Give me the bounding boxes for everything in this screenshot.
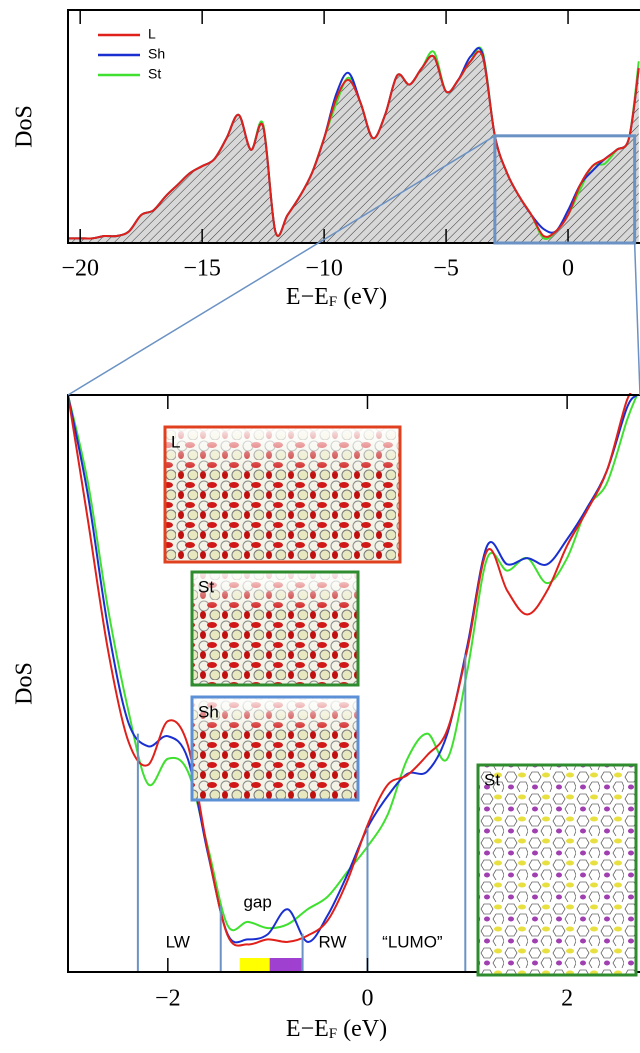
gap-band [239, 958, 270, 972]
inset-label: St [484, 770, 500, 789]
x-axis-label-part: E−E [286, 284, 329, 310]
annotation: gap [243, 892, 271, 911]
y-axis-label: DoS [12, 105, 38, 148]
series-line [68, 50, 640, 240]
x-tick-label: −15 [183, 256, 221, 282]
zoom-connector [633, 242, 640, 396]
inset-haze [192, 572, 358, 685]
legend-label: L [148, 26, 156, 42]
x-axis-label: E−EF (eV) [286, 284, 387, 311]
plot-area [68, 393, 638, 972]
zoom-connector [67, 135, 496, 396]
legend-label: Sh [148, 46, 165, 62]
x-tick-label: 0 [562, 256, 574, 282]
inset-label: L [171, 432, 180, 451]
inset-frame [190, 570, 360, 687]
series-line [68, 394, 638, 944]
legend-label: St [148, 66, 161, 82]
series-line [68, 393, 632, 947]
x-tick-label: 2 [561, 986, 573, 1012]
x-tick-label: −5 [433, 256, 459, 282]
inset-frame [476, 763, 638, 977]
inset-haze [192, 697, 358, 800]
x-tick-label: −10 [305, 256, 343, 282]
annotation: LW [166, 932, 190, 951]
x-axis-label-part: (eV) [337, 284, 387, 310]
axis-frame [67, 9, 640, 244]
inset-frame [163, 425, 402, 564]
x-axis-label: E−EF (eV) [286, 1016, 387, 1043]
zoom-box [493, 134, 637, 245]
y-axis-label: DoS [12, 662, 38, 705]
gap-band [269, 958, 302, 972]
inset-label: St [198, 577, 214, 596]
annotation: RW [319, 932, 347, 951]
x-tick-label: −20 [61, 256, 99, 282]
axis-frame [67, 394, 640, 973]
inset-haze [165, 427, 400, 562]
x-axis-label-part: (eV) [337, 1016, 387, 1042]
x-tick-label: 0 [361, 986, 373, 1012]
inset-image [478, 765, 636, 975]
x-axis-label-part: F [329, 294, 337, 310]
x-axis-label-part: E−E [286, 1016, 329, 1042]
x-tick-label: −2 [155, 986, 181, 1012]
x-axis-label-part: F [329, 1026, 337, 1042]
inset-label: Sh [198, 702, 219, 721]
inset-frame [190, 695, 360, 802]
annotation: “LUMO” [382, 932, 443, 951]
